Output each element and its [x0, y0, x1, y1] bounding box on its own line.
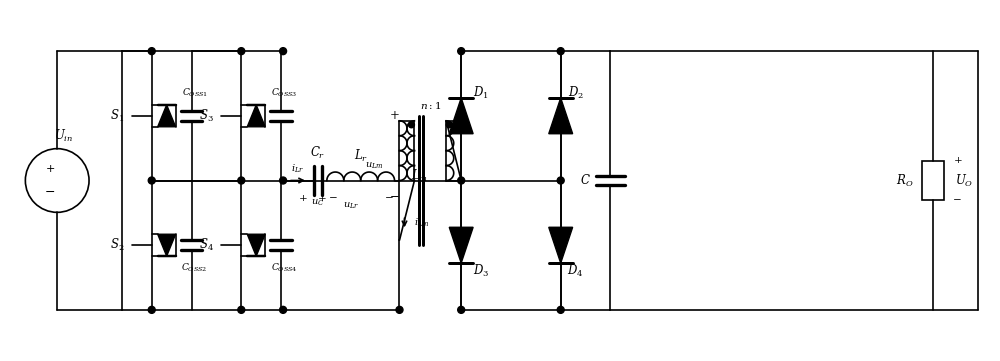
Text: $i_{Lm}$: $i_{Lm}$: [414, 216, 429, 229]
Text: $S_2$: $S_2$: [110, 237, 124, 253]
Text: $C_{OSS4}$: $C_{OSS4}$: [271, 262, 297, 274]
Circle shape: [238, 306, 245, 313]
Text: −: −: [385, 194, 394, 203]
Text: −: −: [953, 196, 962, 205]
Circle shape: [148, 306, 155, 313]
Text: $S_4$: $S_4$: [199, 237, 214, 253]
Polygon shape: [549, 227, 573, 263]
Text: +: +: [953, 156, 962, 165]
Text: $S_1$: $S_1$: [110, 108, 124, 124]
Circle shape: [557, 306, 564, 313]
Text: $C_{OSS3}$: $C_{OSS3}$: [271, 87, 297, 99]
Text: $U_{in}$: $U_{in}$: [54, 128, 73, 144]
Text: $D_2$: $D_2$: [568, 85, 584, 101]
Circle shape: [557, 177, 564, 184]
Circle shape: [446, 122, 452, 128]
Polygon shape: [158, 105, 176, 127]
Text: $n:1$: $n:1$: [420, 100, 441, 112]
Text: $i_{Lr}$: $i_{Lr}$: [291, 162, 305, 175]
Text: $S_3$: $S_3$: [199, 108, 214, 124]
Polygon shape: [449, 227, 473, 263]
Circle shape: [148, 177, 155, 184]
Text: −: −: [390, 189, 399, 202]
Text: $L_m$: $L_m$: [411, 168, 428, 184]
Circle shape: [238, 48, 245, 55]
Text: −: −: [328, 194, 337, 203]
Text: +: +: [299, 194, 307, 203]
Circle shape: [280, 177, 287, 184]
Polygon shape: [549, 98, 573, 134]
Text: $u_{Lm}$: $u_{Lm}$: [365, 160, 384, 171]
Circle shape: [148, 48, 155, 55]
Circle shape: [396, 306, 403, 313]
Circle shape: [458, 48, 465, 55]
Text: −: −: [45, 186, 55, 199]
Text: $R_O$: $R_O$: [896, 173, 914, 188]
Text: $L_r$: $L_r$: [354, 148, 368, 164]
Circle shape: [458, 177, 465, 184]
Circle shape: [458, 306, 465, 313]
Circle shape: [408, 122, 414, 128]
Circle shape: [280, 306, 287, 313]
Text: $C_r$: $C_r$: [310, 145, 326, 161]
Text: $C$: $C$: [580, 174, 591, 187]
Text: $D_1$: $D_1$: [473, 85, 489, 101]
Text: +: +: [318, 194, 326, 203]
Circle shape: [238, 177, 245, 184]
Text: +: +: [390, 109, 399, 122]
Text: $u_C$: $u_C$: [311, 197, 325, 208]
Polygon shape: [247, 105, 265, 127]
Text: $U_O$: $U_O$: [955, 173, 974, 188]
Circle shape: [557, 48, 564, 55]
Text: $C_{OSS2}$: $C_{OSS2}$: [181, 262, 208, 274]
Polygon shape: [247, 234, 265, 256]
Text: $D_4$: $D_4$: [567, 263, 584, 279]
Text: +: +: [46, 164, 55, 174]
Polygon shape: [449, 98, 473, 134]
Polygon shape: [158, 234, 176, 256]
Text: $u_{Lr}$: $u_{Lr}$: [343, 200, 359, 210]
Text: $D_3$: $D_3$: [473, 263, 489, 279]
Text: $C_{OSS1}$: $C_{OSS1}$: [182, 87, 207, 99]
Circle shape: [280, 48, 287, 55]
